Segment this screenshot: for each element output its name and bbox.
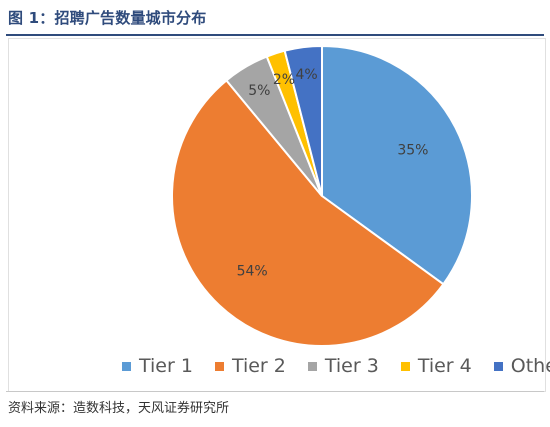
title-divider: [6, 34, 544, 36]
legend-item-tier-4: Tier 4: [400, 355, 472, 377]
pie-slice-tier-2: [171, 79, 445, 347]
chart-legend: Tier 1 Tier 2 Tier 3 Tier 4 Other: [122, 352, 550, 380]
data-label-tier-1: 35%: [397, 143, 428, 159]
legend-swatch-tier-3: [307, 361, 317, 371]
legend-swatch-tier-1: [122, 361, 131, 371]
pie-labels: 35% 54% 5%2% 4%: [237, 67, 429, 279]
legend-item-tier-2: Tier 2: [214, 355, 286, 377]
pie-slice-other: [283, 44, 323, 197]
legend-item-other: Other: [493, 355, 550, 377]
legend-swatch-tier-2: [214, 361, 224, 371]
legend-label-tier-4: Tier 4: [417, 355, 472, 377]
data-label-other: 4%: [295, 67, 317, 83]
data-label-tier-4: 2%: [273, 72, 295, 88]
figure-title: 图 1：招聘广告数量城市分布: [8, 9, 207, 27]
pie-slices: [171, 44, 473, 347]
data-label-tier-2: 54%: [237, 263, 268, 279]
data-label-tier-3: 5%: [248, 83, 270, 99]
legend-swatch-tier-4: [400, 361, 410, 371]
legend-item-tier-3: Tier 3: [307, 355, 379, 377]
pie-slice-tier-1: [321, 44, 473, 286]
legend-label-tier-2: Tier 2: [231, 355, 286, 377]
legend-item-tier-1: Tier 1: [122, 355, 193, 377]
legend-label-other: Other: [510, 355, 550, 377]
legend-label-tier-3: Tier 3: [324, 355, 379, 377]
source-note: 资料来源：造数科技，天风证券研究所: [8, 401, 230, 416]
legend-label-tier-1: Tier 1: [139, 355, 193, 377]
legend-swatch-other: [493, 361, 503, 371]
source-divider: [6, 391, 544, 392]
